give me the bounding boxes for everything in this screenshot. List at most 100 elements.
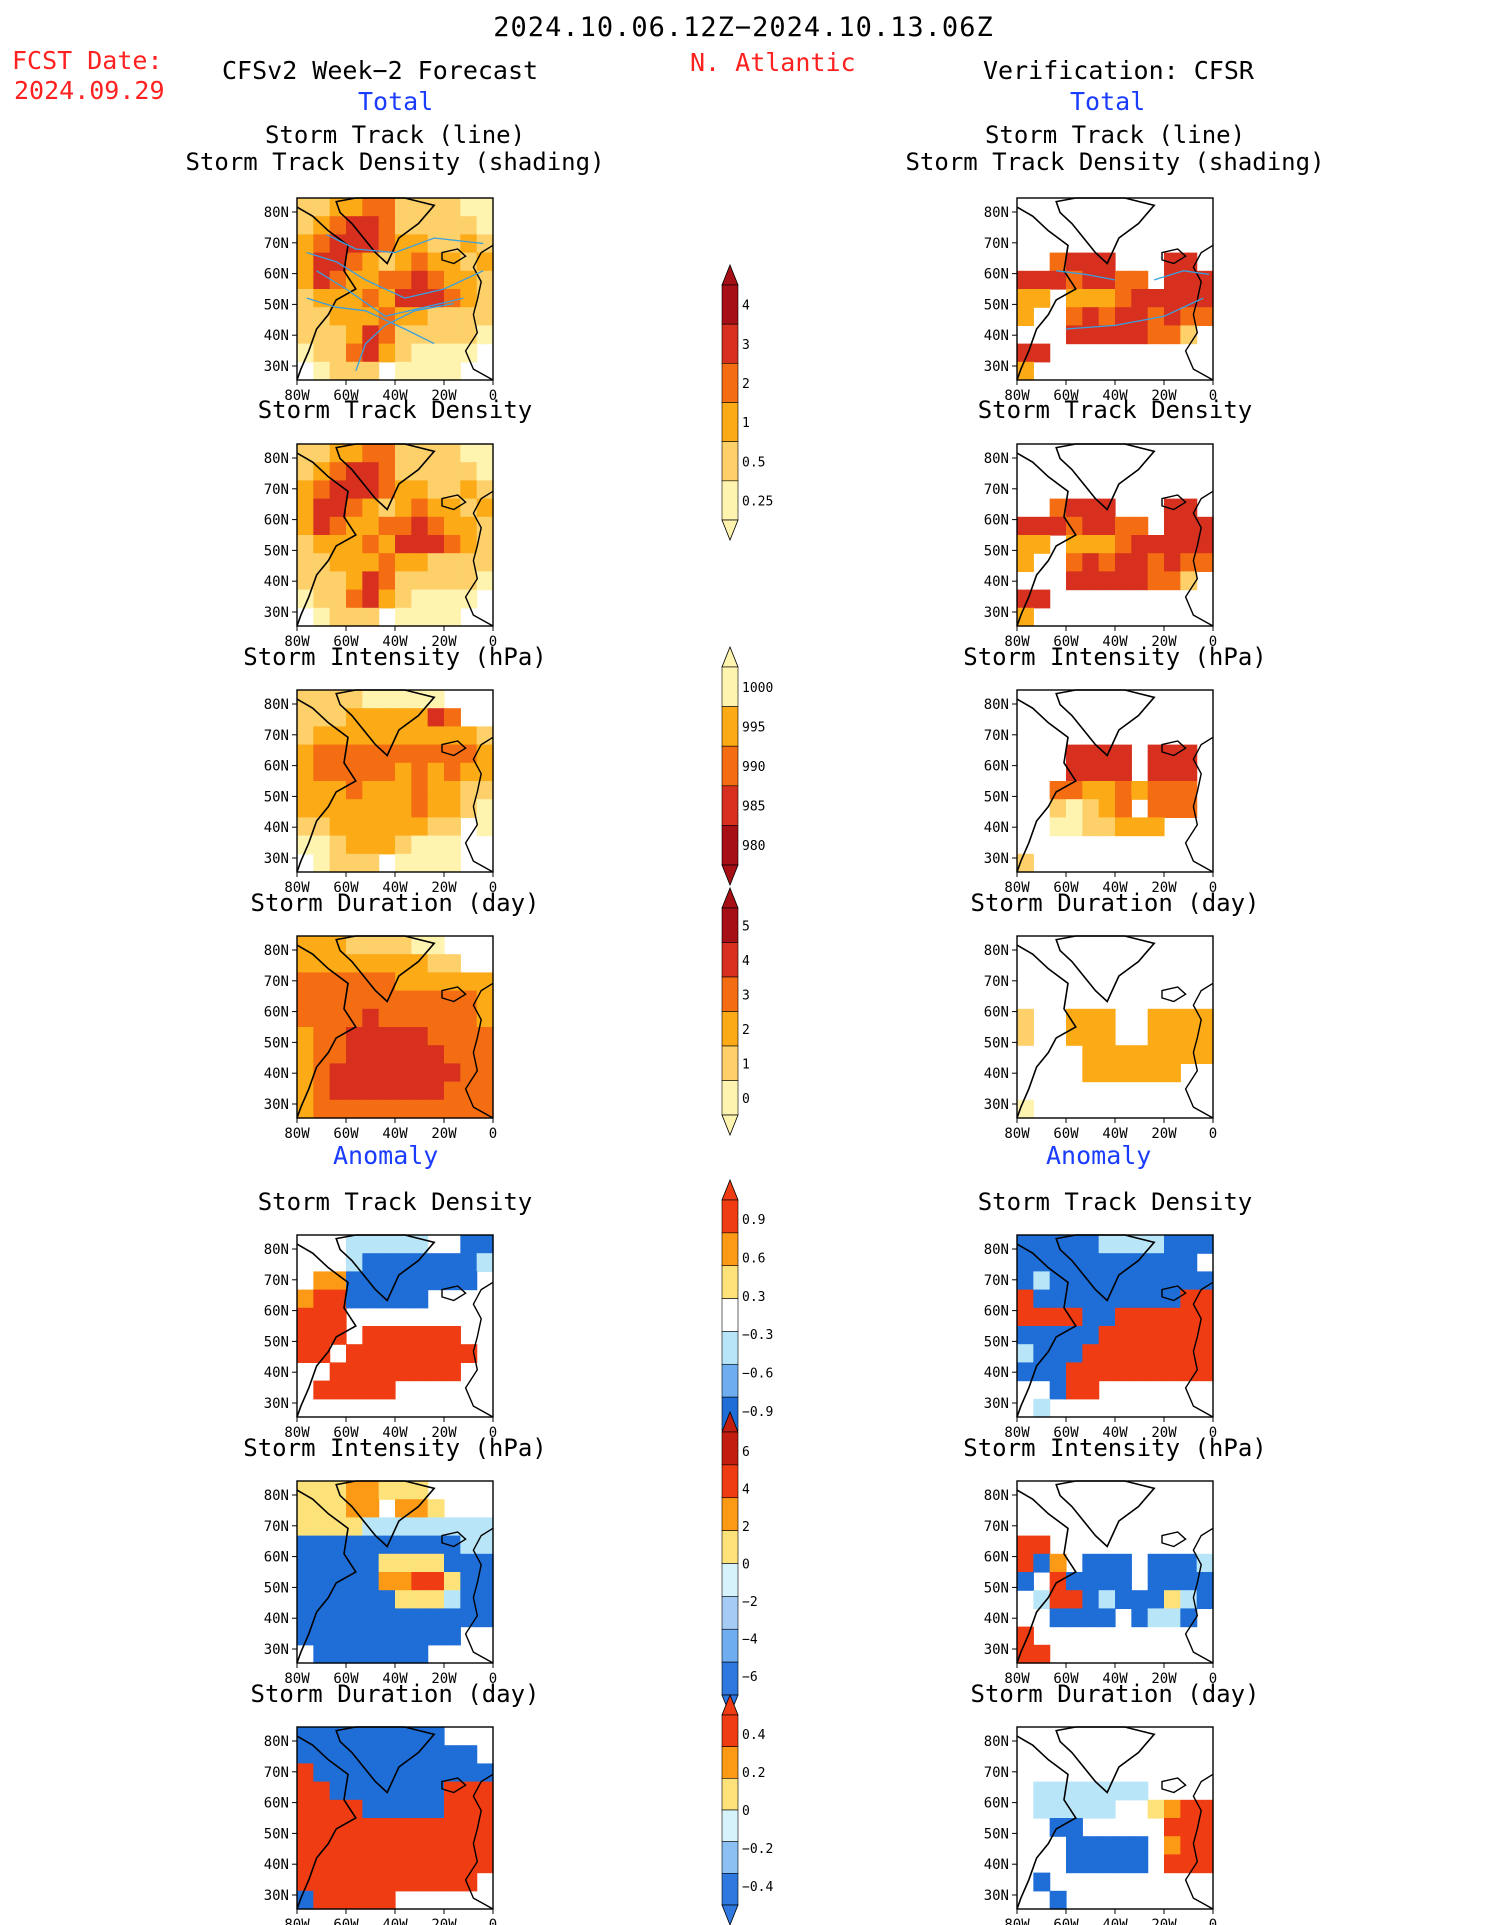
map-cell: [460, 726, 478, 746]
map-cell: [346, 325, 363, 345]
colorbar-tick-label: 990: [742, 760, 765, 775]
map-cell: [313, 1608, 331, 1628]
europe-coast: [1184, 244, 1214, 381]
map-cell: [1082, 1253, 1100, 1272]
lat-tick-label: 70N: [984, 974, 1009, 990]
colorbar-tick-label: 2: [742, 1520, 750, 1535]
map-cell: [1082, 781, 1100, 800]
map-cell: [346, 762, 363, 782]
map-cell: [1180, 270, 1198, 290]
lat-tick-label: 30N: [264, 1396, 289, 1412]
map-cell: [395, 1535, 412, 1555]
north-america-coast: [1016, 206, 1077, 381]
map-cell: [1066, 799, 1083, 818]
lat-tick-label: 30N: [984, 1888, 1009, 1904]
map-cell: [329, 1008, 347, 1028]
map-cell: [1180, 1271, 1198, 1291]
map-cell: [1147, 1362, 1165, 1382]
map-cell: [329, 270, 347, 290]
map-cell: [313, 480, 331, 500]
colorbar-tick-label: 3: [742, 338, 750, 353]
map-cell: [444, 343, 461, 363]
map-cell: [1098, 535, 1116, 554]
panel-title-left: Storm Track Density (shading): [185, 148, 604, 176]
europe-coast: [464, 244, 494, 381]
map-cell: [476, 198, 494, 217]
map-cell: [1098, 571, 1116, 591]
map-cell: [460, 1235, 478, 1254]
colorbar-tick-label: 1000: [742, 681, 773, 696]
map-cell: [1098, 1326, 1116, 1345]
map-cell: [395, 726, 412, 746]
map-cell: [1115, 762, 1132, 782]
lat-tick-label: 50N: [264, 1035, 289, 1051]
map-cell: [411, 1626, 429, 1646]
map-cell: [444, 289, 461, 308]
map-cell: [395, 462, 412, 481]
map-cell: [1098, 799, 1116, 818]
map-cell: [1098, 307, 1116, 326]
map-cell: [411, 1045, 429, 1064]
map-cell: [378, 1326, 396, 1345]
map-cell: [1033, 589, 1051, 609]
map-cell: [444, 607, 461, 627]
colorbar-band: [721, 1431, 739, 1466]
map-cell: [1098, 1235, 1116, 1254]
map-cell: [313, 972, 331, 992]
map-cell: [1082, 1553, 1100, 1573]
colorbar-arrow-top: [721, 1178, 739, 1201]
map-cell: [460, 781, 478, 800]
map-cell: [362, 535, 380, 554]
map-cell: [1098, 1344, 1116, 1363]
map-cell: [411, 1499, 429, 1518]
map-cell: [460, 1253, 478, 1272]
map-cell: [1033, 1872, 1051, 1892]
map-cell: [395, 1626, 412, 1646]
map-cell: [1131, 1045, 1149, 1064]
map-cell: [362, 1045, 380, 1064]
map-cell: [1196, 1362, 1214, 1382]
lon-tick-label: 60W: [333, 1126, 359, 1142]
colorbar-tick-label: 3: [742, 988, 750, 1003]
map-cell: [444, 726, 461, 746]
map-cell: [1180, 571, 1198, 591]
map-cell: [476, 325, 494, 345]
map-cell: [1115, 1590, 1132, 1609]
map-cell: [1196, 1326, 1214, 1345]
map-cell: [378, 1253, 396, 1272]
map-cell: [362, 1499, 380, 1518]
map-cell: [346, 516, 363, 536]
map-cell: [427, 1063, 445, 1083]
map-cell: [1098, 1307, 1116, 1327]
colorbar-tick-label: 6: [742, 1445, 750, 1460]
map-cell: [411, 289, 429, 308]
map-cell: [329, 1854, 347, 1874]
lon-tick-label: 60W: [333, 388, 359, 404]
colorbar-tick-label: 0.25: [742, 494, 773, 509]
map-cell: [395, 234, 412, 254]
map-cell: [427, 361, 445, 381]
map-cell: [460, 343, 478, 363]
map-cell: [1180, 1045, 1198, 1064]
colorbar-band: [721, 1841, 739, 1874]
map-cell: [395, 480, 412, 500]
map-cell: [1115, 1289, 1132, 1309]
storm-track-line: [326, 233, 484, 254]
map-cell: [476, 744, 494, 764]
map-cell: [346, 571, 363, 591]
map-cell: [395, 1081, 412, 1101]
map-cell: [427, 1590, 445, 1609]
map-cell: [362, 799, 380, 818]
map-cell: [1147, 325, 1165, 345]
map-cell: [1180, 553, 1198, 572]
map-cell: [444, 1799, 461, 1819]
colorbar-band: [721, 323, 739, 364]
map-cell: [395, 708, 412, 727]
map-cell: [1147, 1045, 1165, 1064]
region-label: N. Atlantic: [690, 48, 856, 77]
map-cell: [427, 270, 445, 290]
map-cell: [460, 1818, 478, 1837]
map-cell: [427, 1362, 445, 1382]
map-cell: [1164, 1344, 1181, 1363]
map-cell: [427, 1344, 445, 1363]
